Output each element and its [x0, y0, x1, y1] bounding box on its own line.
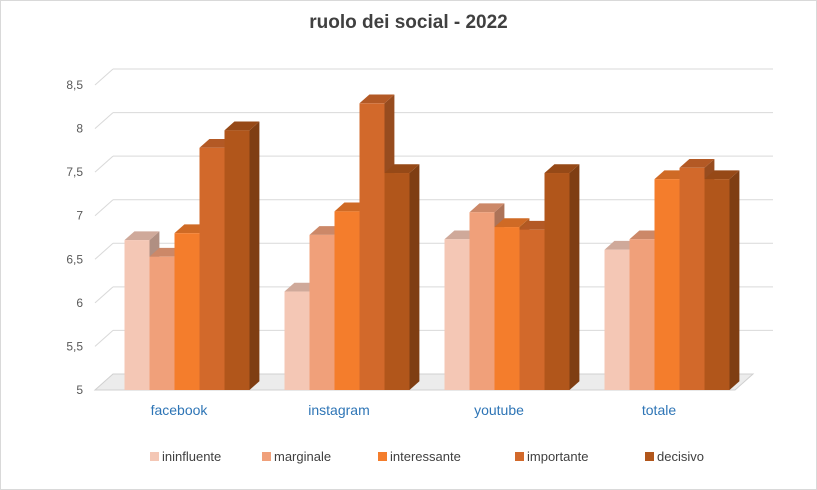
bar-top [384, 164, 420, 174]
bar [544, 164, 580, 390]
bar-top [544, 164, 580, 174]
bar-top [704, 170, 740, 180]
gridline-depth [94, 112, 114, 129]
bar-front [654, 179, 680, 390]
bar-front [149, 256, 175, 390]
bar-front [334, 211, 360, 390]
bar-front [284, 291, 310, 390]
y-tick-label: 6 [76, 296, 83, 310]
bar-front [469, 212, 495, 390]
gridline-depth [94, 330, 114, 347]
bar-front [224, 130, 250, 391]
y-tick-label: 8 [76, 122, 83, 136]
y-tick-label: 7 [76, 209, 83, 223]
x-category-label: youtube [474, 402, 524, 418]
y-tick-label: 5,5 [66, 339, 83, 353]
bar [224, 121, 260, 391]
bar-front [124, 240, 150, 390]
bar-front [604, 249, 630, 390]
bar-front [359, 103, 385, 391]
legend-label: decisivo [657, 449, 704, 464]
bar-top [469, 203, 505, 213]
gridline-depth [94, 199, 114, 217]
gridline-depth [94, 286, 114, 304]
x-category-label: totale [642, 402, 676, 418]
bar-front [629, 239, 655, 390]
y-tick-label: 7,5 [66, 165, 83, 179]
legend-swatch [378, 452, 387, 461]
legend-swatch [645, 452, 654, 461]
gridline-depth [94, 155, 114, 173]
bar-front [309, 234, 335, 390]
bar [384, 164, 420, 390]
bar-front [199, 147, 225, 390]
y-tick-label: 5 [76, 383, 83, 397]
legend-label: marginale [274, 449, 331, 464]
bar-front [384, 173, 410, 390]
bar-side [729, 170, 740, 390]
legend-swatch [515, 452, 524, 461]
bar-top [124, 231, 160, 241]
bar-top [224, 121, 260, 131]
bar-front [494, 227, 520, 390]
y-tick-label: 8,5 [66, 78, 83, 92]
legend-swatch [150, 452, 159, 461]
bar-front [444, 239, 470, 390]
bar-top [359, 94, 395, 104]
x-category-label: instagram [308, 402, 369, 418]
bar-front [544, 173, 570, 390]
legend-label: importante [527, 449, 588, 464]
bar-side [409, 164, 420, 390]
gridline-depth [94, 242, 114, 260]
bar-top [494, 218, 530, 228]
x-category-label: facebook [151, 402, 209, 418]
legend-swatch [262, 452, 271, 461]
bar-side [569, 164, 580, 390]
gridline-depth [94, 68, 114, 86]
bar-front [519, 229, 545, 390]
legend-label: ininfluente [162, 449, 221, 464]
y-tick-label: 6,5 [66, 252, 83, 266]
chart-title: ruolo dei social - 2022 [309, 12, 508, 33]
bar-front [679, 167, 705, 390]
bar [704, 170, 740, 390]
bar-front [704, 179, 730, 390]
bar-front [174, 233, 200, 390]
legend-label: interessante [390, 449, 461, 464]
bar-side [249, 121, 260, 390]
bar-top [679, 158, 715, 168]
